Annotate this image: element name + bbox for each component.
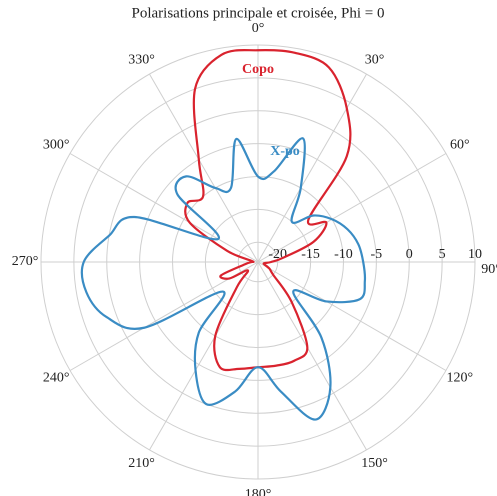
ring — [237, 241, 279, 283]
theta-tick-label: 150° — [361, 456, 388, 471]
r-tick-label: -5 — [371, 247, 383, 262]
r-tick-label: 10 — [468, 247, 482, 262]
theta-tick-label: 240° — [43, 371, 70, 386]
theta-tick-label: 180° — [245, 487, 272, 496]
spoke — [257, 153, 447, 263]
series-line — [80, 137, 367, 421]
spoke — [257, 73, 367, 263]
r-tick-label: 0 — [406, 247, 413, 262]
theta-tick-label: 120° — [446, 371, 473, 386]
series-label: X-po — [270, 144, 300, 159]
ring — [73, 77, 443, 447]
ring — [106, 110, 410, 414]
spoke — [69, 261, 259, 371]
ring — [40, 44, 476, 480]
spoke — [149, 261, 259, 451]
theta-tick-label: 300° — [43, 138, 70, 153]
theta-tick-label: 30° — [365, 52, 385, 67]
spoke — [257, 261, 367, 451]
spoke — [69, 153, 259, 263]
theta-tick-label: 210° — [128, 456, 155, 471]
r-tick-label: -10 — [334, 247, 353, 262]
theta-tick-label: 330° — [128, 52, 155, 67]
r-tick-label: -15 — [301, 247, 320, 262]
spoke — [257, 261, 447, 371]
series-label: Copo — [242, 62, 274, 77]
theta-tick-label: 0° — [252, 21, 265, 36]
theta-tick-label: 60° — [450, 138, 470, 153]
r-tick-label: 5 — [439, 247, 446, 262]
spoke — [149, 73, 259, 263]
chart-title: Polarisations principale et croisée, Phi… — [132, 5, 385, 21]
theta-tick-label: 90° — [481, 262, 497, 277]
theta-tick-label: 270° — [12, 254, 39, 269]
ring — [204, 208, 312, 316]
ring — [139, 143, 377, 381]
